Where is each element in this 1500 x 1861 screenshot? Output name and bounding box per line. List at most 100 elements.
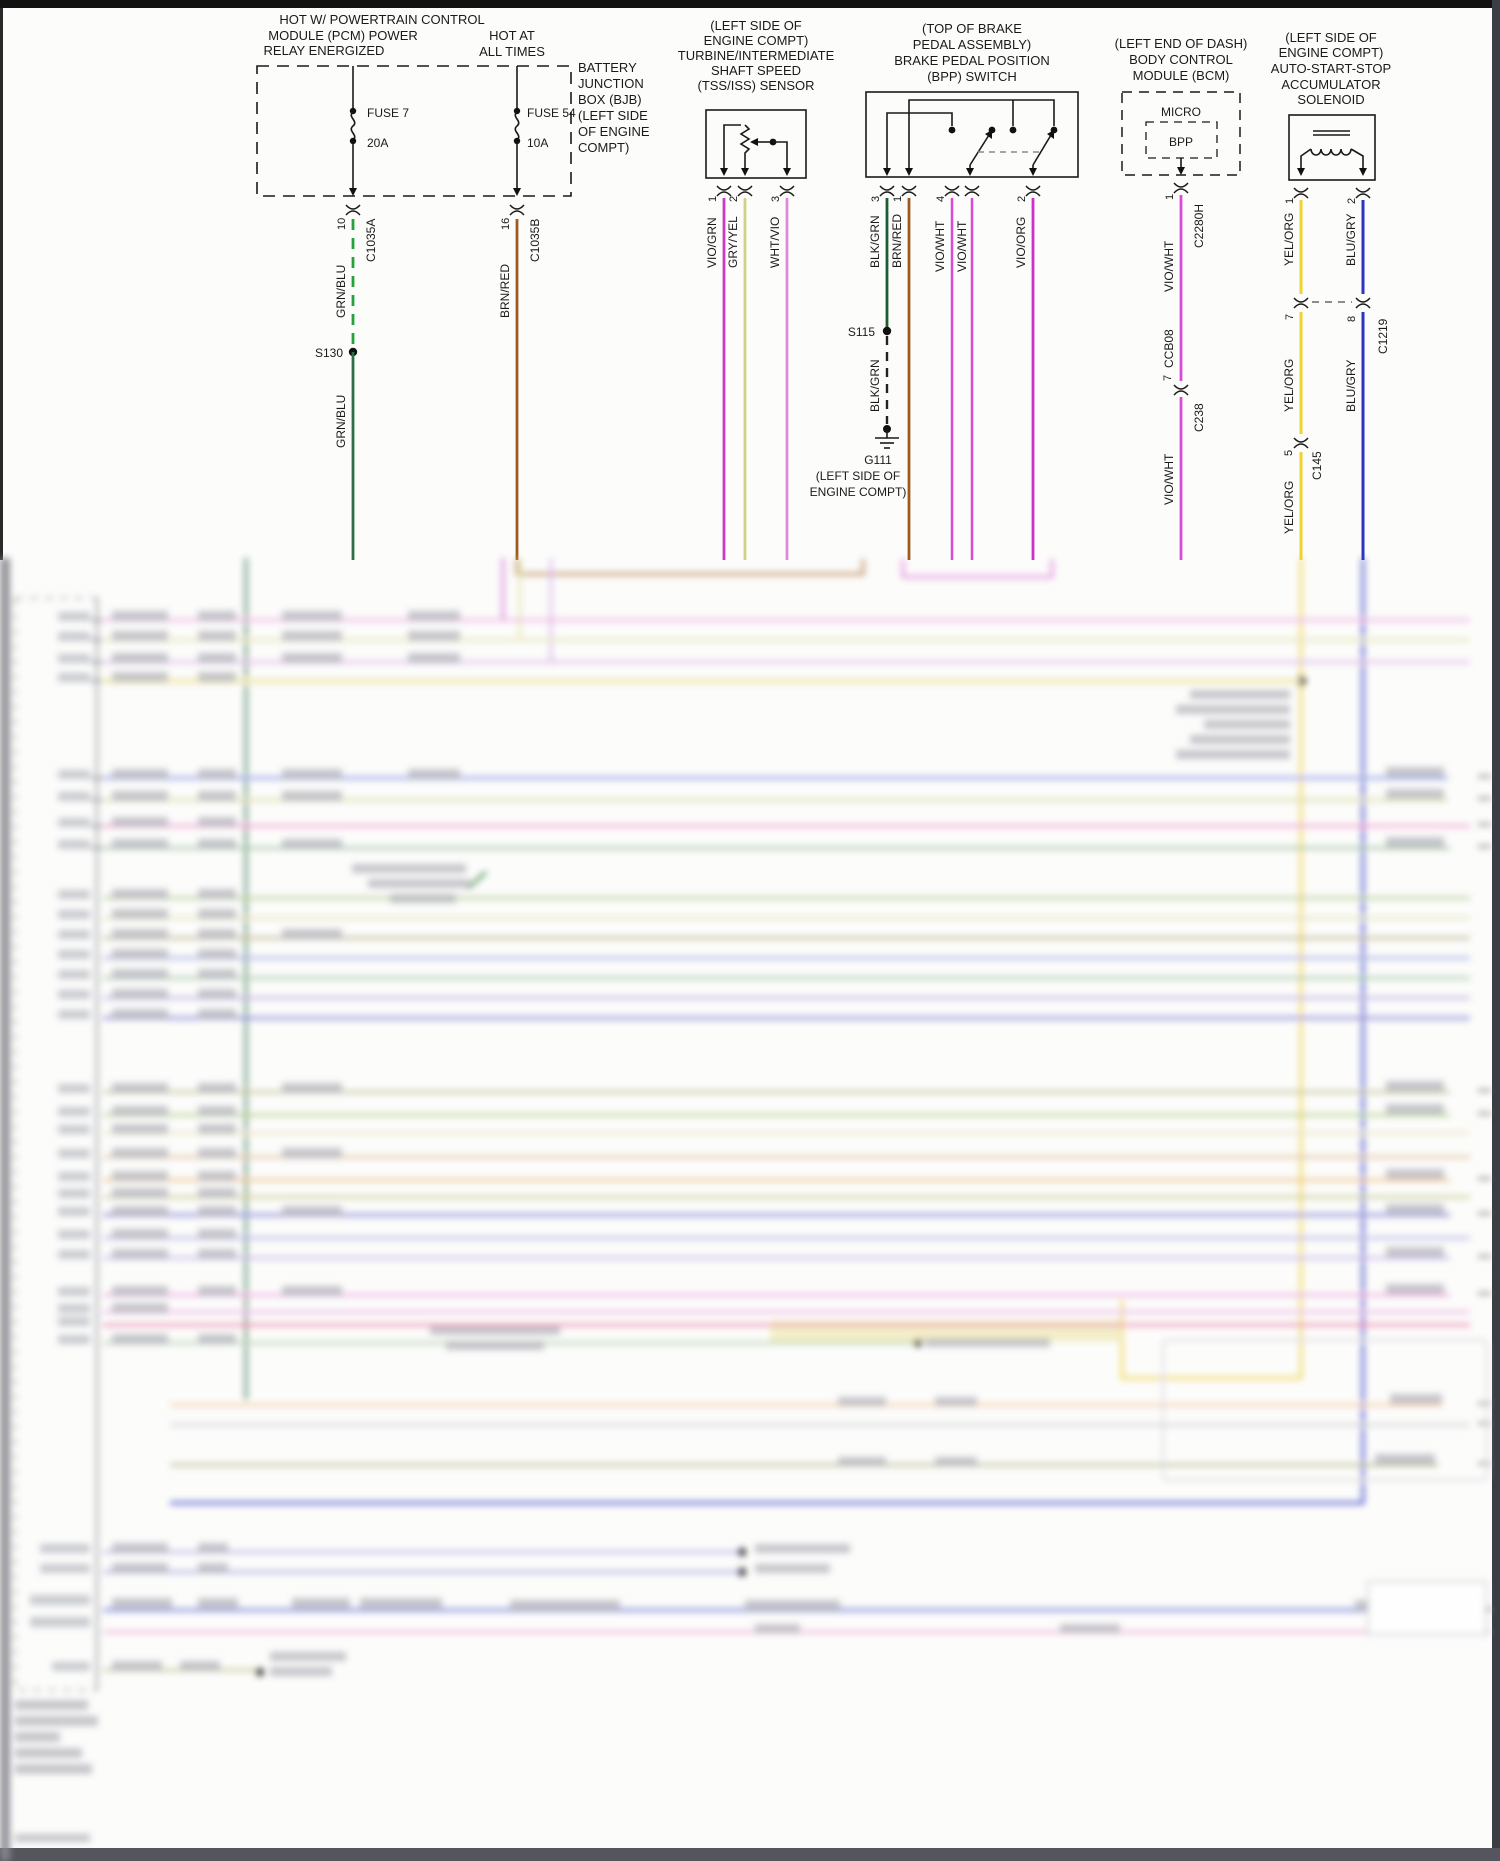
connector-label: C1035B xyxy=(528,219,542,262)
bpp-heading: PEDAL ASSEMBLY) xyxy=(913,37,1032,52)
wire-color-label: YEL/ORG xyxy=(1282,481,1296,534)
wire-color-label: GRN/BLU xyxy=(334,395,348,448)
bjb-label: COMPT) xyxy=(578,140,629,155)
bjb-label: BOX (BJB) xyxy=(578,92,642,107)
bpp-box xyxy=(865,91,1079,178)
blurred-lower-region xyxy=(0,558,1491,1861)
pcm-hot-label: RELAY ENERGIZED xyxy=(264,43,385,58)
ground-g111: S115 BLK/GRN G111 (LEFT SIDE OF ENGINE C… xyxy=(810,325,907,499)
ground-location: (LEFT SIDE OF xyxy=(816,469,900,483)
page-left-border xyxy=(0,8,3,560)
splice-s115-label: S115 xyxy=(848,325,875,339)
wire-color-label: WHT/VIO xyxy=(768,217,782,268)
wire-color-label: BLK/GRN xyxy=(868,215,882,268)
bjb-label: JUNCTION xyxy=(578,76,644,91)
pcm-hot-label: MODULE (PCM) POWER xyxy=(268,28,418,43)
tss-heading: TURBINE/INTERMEDIATE xyxy=(678,48,835,63)
bpp-heading: (BPP) SWITCH xyxy=(927,69,1017,84)
bcm-micro-label: MICRO xyxy=(1161,105,1201,119)
connector-c1035b: 16 C1035B xyxy=(500,204,542,262)
fuse-7: FUSE 7 20A xyxy=(349,66,409,196)
page-top-border xyxy=(0,0,1500,8)
page-bottom-border xyxy=(0,1848,1500,1861)
bcm-heading: BODY CONTROL xyxy=(1129,52,1233,67)
bjb-box xyxy=(256,65,572,197)
solenoid-heading: AUTO-START-STOP xyxy=(1271,61,1391,76)
pcm-hot-label: HOT W/ POWERTRAIN CONTROL xyxy=(279,12,484,27)
pin-number: 7 xyxy=(1284,314,1296,320)
wire-color-label: BRN/RED xyxy=(890,214,904,268)
connector-label: C1035A xyxy=(364,219,378,262)
wire-color-label: BLK/GRN xyxy=(868,359,882,412)
pin-number: 7 xyxy=(1162,375,1174,381)
bpp-connectors xyxy=(879,185,1041,197)
pin-number: 1 xyxy=(1284,198,1296,204)
pin-number: 2 xyxy=(728,196,740,202)
wire-color-label: YEL/ORG xyxy=(1282,213,1296,266)
wire-color-label: VIO/WHT xyxy=(1162,453,1176,505)
connector-label: C2280H xyxy=(1192,204,1206,248)
bjb-label: OF ENGINE xyxy=(578,124,650,139)
hot-at-all-times-label: ALL TIMES xyxy=(479,44,545,59)
bjb-label: BATTERY xyxy=(578,60,637,75)
pin-number: 1 xyxy=(707,196,719,202)
fuse7-name: FUSE 7 xyxy=(367,106,409,120)
bpp-heading: BRAKE PEDAL POSITION xyxy=(894,53,1050,68)
tss-heading: SHAFT SPEED xyxy=(711,63,801,78)
hot-at-all-times-label: HOT AT xyxy=(489,28,535,43)
fuse54-rating: 10A xyxy=(527,136,548,150)
blurred-annotations xyxy=(15,690,1290,1842)
solenoid-heading: (LEFT SIDE OF xyxy=(1285,30,1377,45)
wire-color-label: YEL/ORG xyxy=(1282,359,1296,412)
wire-color-label: VIO/WHT xyxy=(955,220,969,272)
pin-number: 3 xyxy=(770,196,782,202)
pin-number: 2 xyxy=(1346,198,1358,204)
wire-brn-red: BRN/RED xyxy=(498,219,519,560)
wire-color-label: GRY/YEL xyxy=(726,216,740,268)
connector-label: C1219 xyxy=(1376,318,1390,354)
pin-number: 16 xyxy=(500,218,512,230)
pin-number: 1 xyxy=(892,196,904,202)
tss-sensor: (LEFT SIDE OF ENGINE COMPT) TURBINE/INTE… xyxy=(678,18,835,560)
bcm-heading: (LEFT END OF DASH) xyxy=(1115,36,1248,51)
wire-color-label: VIO/WHT xyxy=(933,220,947,272)
pin-number: 4 xyxy=(935,196,947,202)
bjb-circuit: HOT W/ POWERTRAIN CONTROL MODULE (PCM) P… xyxy=(256,12,650,560)
wire-color-label: VIO/WHT xyxy=(1162,240,1176,292)
fuse7-rating: 20A xyxy=(367,136,388,150)
wire-color-label: GRN/BLU xyxy=(334,265,348,318)
splice-s130-label: S130 xyxy=(315,346,343,360)
ground-id: G111 xyxy=(864,453,892,467)
tss-heading: (LEFT SIDE OF xyxy=(710,18,802,33)
tss-connectors xyxy=(716,185,795,197)
splice-s115 xyxy=(882,326,892,336)
pin-number: 8 xyxy=(1346,316,1358,322)
wire-color-label: VIO/ORG xyxy=(1014,217,1028,268)
fuse54-name: FUSE 54 xyxy=(527,106,576,120)
connector-label: C238 xyxy=(1192,403,1206,432)
bpp-switch: (TOP OF BRAKE PEDAL ASSEMBLY) BRAKE PEDA… xyxy=(865,21,1079,560)
ground-location: ENGINE COMPT) xyxy=(810,485,907,499)
solenoid-box xyxy=(1288,114,1376,181)
bjb-label: (LEFT SIDE xyxy=(578,108,648,123)
inline-connector-c1219: 7 8 C1219 YEL/ORG BLU/GRY xyxy=(1282,297,1390,560)
tss-heading: (TSS/ISS) SENSOR xyxy=(697,78,814,93)
pin-number: 1 xyxy=(1164,194,1176,200)
harness-label: CCB08 xyxy=(1162,329,1176,368)
bcm-bpp-label: BPP xyxy=(1169,135,1193,149)
blurred-left-labels xyxy=(30,611,238,1671)
wire-grn-blu: GRN/BLU S130 GRN/BLU xyxy=(315,219,358,560)
wire-color-label: BLU/GRY xyxy=(1344,360,1358,412)
pin-number: 3 xyxy=(870,196,882,202)
bpp-heading: (TOP OF BRAKE xyxy=(922,21,1022,36)
pin-number: 10 xyxy=(336,218,348,230)
fuse-54: FUSE 54 10A xyxy=(513,66,576,196)
wire-color-label: VIO/GRN xyxy=(705,217,719,268)
page-right-border xyxy=(1492,0,1500,1861)
wire-color-label: BLU/GRY xyxy=(1344,214,1358,266)
inline-connector-c145: 5 C145 YEL/ORG xyxy=(1282,437,1324,560)
solenoid-heading: SOLENOID xyxy=(1297,92,1364,107)
solenoid-heading: ACCUMULATOR xyxy=(1281,77,1380,92)
